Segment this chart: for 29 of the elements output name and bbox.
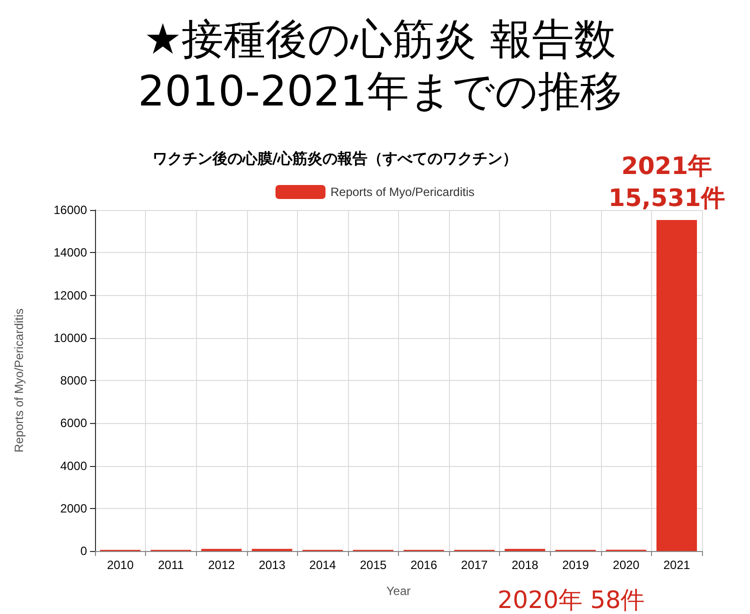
- x-tick-label: 2010: [106, 558, 134, 572]
- y-tick-label: 6000: [60, 416, 88, 430]
- x-tick-label: 2018: [512, 558, 539, 572]
- chart-title: ★接種後の心筋炎 報告数 2010-2021年までの推移: [138, 14, 622, 116]
- x-tick-label: 2019: [562, 558, 590, 572]
- annotation: 2021年 15,531件: [608, 152, 726, 212]
- x-tick-label: 2013: [258, 558, 286, 572]
- x-tick-label: 2017: [461, 558, 488, 572]
- y-tick-label: 8000: [60, 374, 88, 388]
- bar: [656, 220, 697, 551]
- x-tick-label: 2016: [410, 558, 438, 572]
- annotation: 2020年 58件: [498, 586, 645, 614]
- x-tick-label: 2012: [208, 558, 236, 572]
- x-tick-label: 2015: [360, 558, 387, 572]
- y-tick-label: 0: [80, 544, 88, 558]
- x-tick-label: 2021: [663, 558, 690, 572]
- y-tick-label: 14000: [54, 246, 88, 260]
- y-tick-label: 4000: [60, 458, 88, 473]
- y-tick-label: 2000: [60, 501, 88, 516]
- x-tick-label: 2014: [309, 558, 336, 572]
- y-tick-label: 12000: [54, 288, 88, 302]
- legend-label: Reports of Myo/Pericarditis: [330, 185, 475, 199]
- y-axis-title: Reports of Myo/Pericarditis: [12, 308, 26, 453]
- x-tick-label: 2020: [612, 558, 640, 572]
- x-tick-label: 2011: [158, 558, 184, 572]
- chart-subtitle: ワクチン後の心膜/心筋炎の報告（すべてのワクチン）: [152, 150, 518, 168]
- y-tick-label: 16000: [54, 203, 88, 217]
- y-tick-label: 10000: [54, 330, 88, 345]
- x-axis-title: Year: [386, 584, 411, 598]
